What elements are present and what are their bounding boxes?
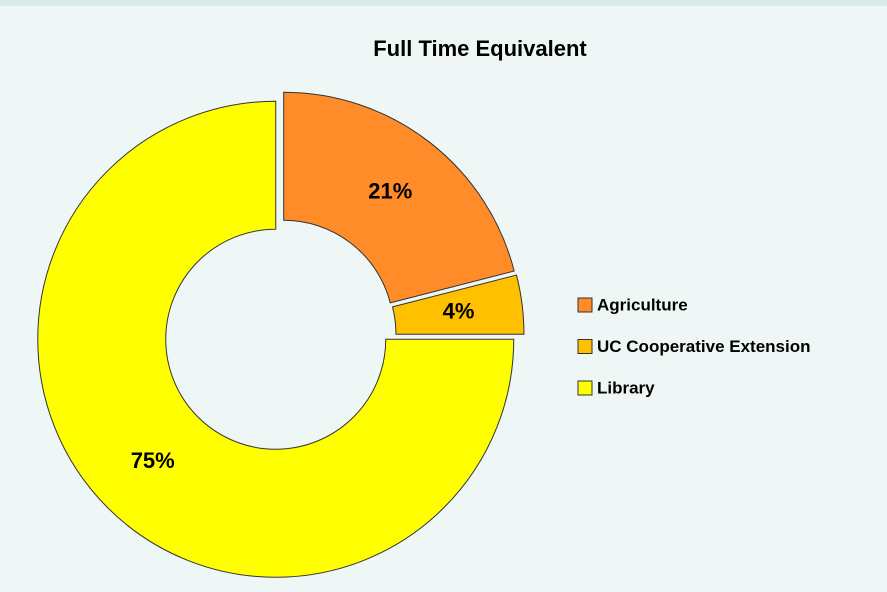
- slice: [391, 274, 525, 335]
- slice: [283, 91, 515, 304]
- top-band: [0, 0, 887, 6]
- slice: [37, 100, 515, 578]
- legend-swatch: [577, 297, 593, 313]
- legend-label: Library: [597, 378, 655, 397]
- legend-swatch: [577, 380, 593, 396]
- data-label: 21%: [368, 179, 412, 204]
- legend-label: UC Cooperative Extension: [597, 337, 811, 356]
- legend-swatch: [577, 339, 593, 354]
- legend-label: Agriculture: [597, 295, 688, 314]
- data-label: 4%: [443, 298, 475, 323]
- data-label: 75%: [131, 448, 175, 473]
- chart-title: Full Time Equivalent: [373, 36, 587, 61]
